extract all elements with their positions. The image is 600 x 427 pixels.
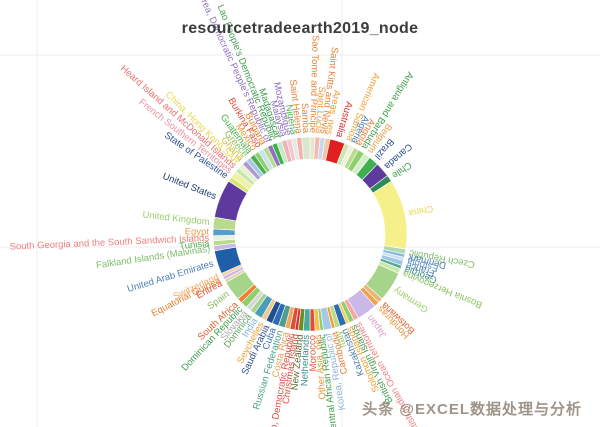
watermark-text: 头条 @EXCEL数据处理与分析 [362,401,582,418]
chart-title: resourcetradeearth2019_node [181,20,419,37]
country-label: Egypt [185,226,210,237]
country-label: Italy [333,329,349,349]
country-label: Tunisia [179,238,211,252]
country-label: Netherlands [299,335,312,387]
country-label: United Kingdom [142,209,210,228]
country-label: Other Asia, nes [312,334,328,400]
country-label: Saint Lucia [312,86,327,134]
country-label: Morocco [307,335,319,372]
country-arc: Morocco [309,308,316,332]
country-label: Sao Tome and Principe [307,35,321,133]
country-label: Samoa [299,103,311,134]
country-label: United States [161,171,218,202]
country-arc: China [372,180,408,250]
country-label: New Zealand [289,334,305,391]
country-label: China [407,202,434,218]
country-label: Nigeria [283,104,299,136]
country-arc: Samoa [301,136,311,160]
